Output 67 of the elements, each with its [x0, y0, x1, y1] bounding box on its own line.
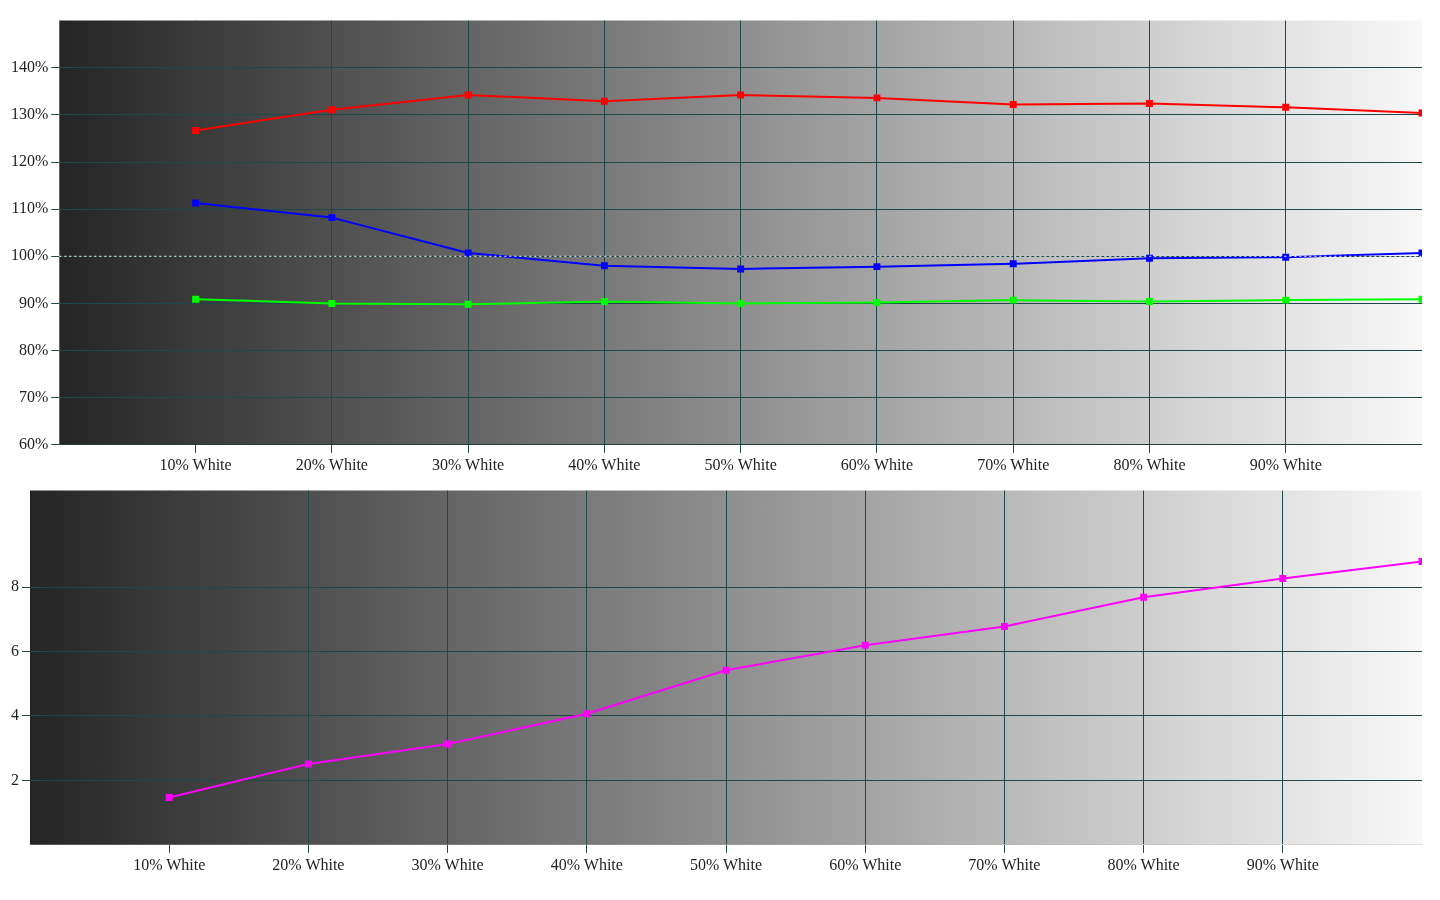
point	[737, 265, 745, 273]
x-tick-label: 80% White	[1107, 855, 1180, 873]
y-tick-label: 70%	[19, 387, 49, 405]
y-tick-label: 4	[11, 706, 19, 724]
point	[464, 91, 472, 99]
point	[1009, 101, 1017, 108]
point	[861, 641, 869, 649]
point	[1145, 254, 1153, 262]
point	[873, 94, 881, 102]
x-tick-label: 50% White	[704, 455, 777, 473]
y-tick-label: 60%	[19, 435, 49, 452]
x-tick-label: 20% White	[295, 455, 368, 473]
point	[1009, 260, 1017, 268]
point	[1145, 298, 1153, 305]
point	[328, 299, 336, 307]
point	[1282, 296, 1290, 304]
x-tick-label: 90% White	[1249, 455, 1322, 473]
point	[444, 740, 452, 748]
x-tick-label: 60% White	[840, 455, 913, 473]
point	[464, 300, 472, 308]
x-tick-label: 70% White	[977, 455, 1050, 473]
point	[600, 97, 608, 105]
point	[1009, 296, 1017, 304]
point	[1282, 253, 1290, 261]
x-tick-label: 10% White	[159, 455, 232, 473]
point	[464, 249, 472, 257]
point	[873, 298, 881, 306]
y-tick-label: 2	[11, 770, 19, 788]
point	[1140, 593, 1148, 601]
point	[583, 710, 591, 718]
point	[165, 793, 173, 801]
point	[192, 199, 200, 207]
y-tick-label: 120%	[11, 152, 49, 170]
point	[873, 263, 881, 271]
x-tick-label: 30% White	[411, 855, 484, 873]
x-tick-label: 40% White	[550, 855, 623, 873]
point	[1000, 623, 1008, 630]
x-tick-label: 60% White	[829, 855, 902, 873]
x-tick-label: 20% White	[272, 855, 345, 873]
point	[1279, 575, 1287, 582]
y-tick-label: 8	[11, 577, 19, 595]
y-tick-label: 6	[11, 641, 19, 659]
y-tick-label: 130%	[11, 105, 49, 123]
point	[192, 295, 200, 303]
x-tick-label: 10% White	[133, 855, 206, 873]
y-tick-label: 140%	[11, 57, 49, 75]
y-tick-label: 90%	[19, 293, 49, 311]
point	[737, 299, 745, 307]
x-tick-label: 70% White	[968, 855, 1041, 873]
x-tick-label: 50% White	[689, 855, 763, 873]
point	[304, 760, 312, 768]
point	[1282, 103, 1290, 111]
y-tick-label: 80%	[19, 340, 49, 358]
point	[722, 666, 730, 674]
y-tick-label: 110%	[11, 199, 49, 217]
point	[600, 262, 608, 270]
point	[328, 214, 336, 222]
x-tick-label: 80% White	[1113, 455, 1186, 473]
point	[600, 298, 608, 305]
point	[737, 91, 745, 99]
point	[328, 106, 336, 114]
y-tick-label: 100%	[11, 246, 49, 264]
x-tick-label: 90% White	[1246, 855, 1319, 873]
x-tick-label: 30% White	[432, 455, 505, 473]
point	[1145, 100, 1153, 108]
x-tick-label: 40% White	[568, 455, 641, 473]
point	[192, 126, 200, 134]
